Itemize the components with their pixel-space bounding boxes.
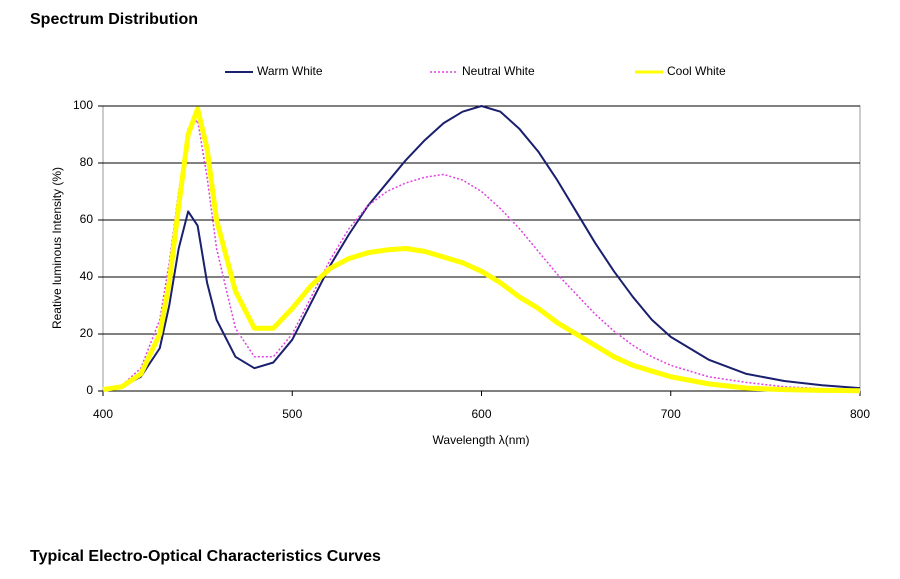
x-tick-label: 800 bbox=[850, 407, 870, 421]
y-tick-label: 60 bbox=[80, 212, 94, 226]
line-series bbox=[102, 119, 861, 391]
line-series bbox=[102, 106, 861, 394]
y-tick-label: 40 bbox=[80, 269, 94, 283]
y-tick-label: 80 bbox=[80, 155, 94, 169]
y-tick-label: 20 bbox=[80, 326, 94, 340]
legend-label: Cool White bbox=[667, 64, 726, 78]
line-series bbox=[102, 105, 861, 391]
section-title: Spectrum Distribution bbox=[30, 11, 198, 28]
x-tick-label: 400 bbox=[93, 407, 113, 421]
legend-label: Warm White bbox=[257, 64, 323, 78]
legend-label: Neutral White bbox=[462, 64, 535, 78]
y-tick-label: 0 bbox=[86, 383, 93, 397]
section-title: Typical Electro-Optical Characteristics … bbox=[30, 548, 381, 565]
y-axis-title: Reative luminous Intensity (%) bbox=[50, 167, 64, 329]
y-tick-label: 100 bbox=[73, 98, 93, 112]
x-tick-label: 600 bbox=[471, 407, 491, 421]
x-tick-label: 500 bbox=[282, 407, 302, 421]
x-tick-label: 700 bbox=[661, 407, 681, 421]
x-axis-title: Wavelength λ(nm) bbox=[433, 433, 530, 447]
